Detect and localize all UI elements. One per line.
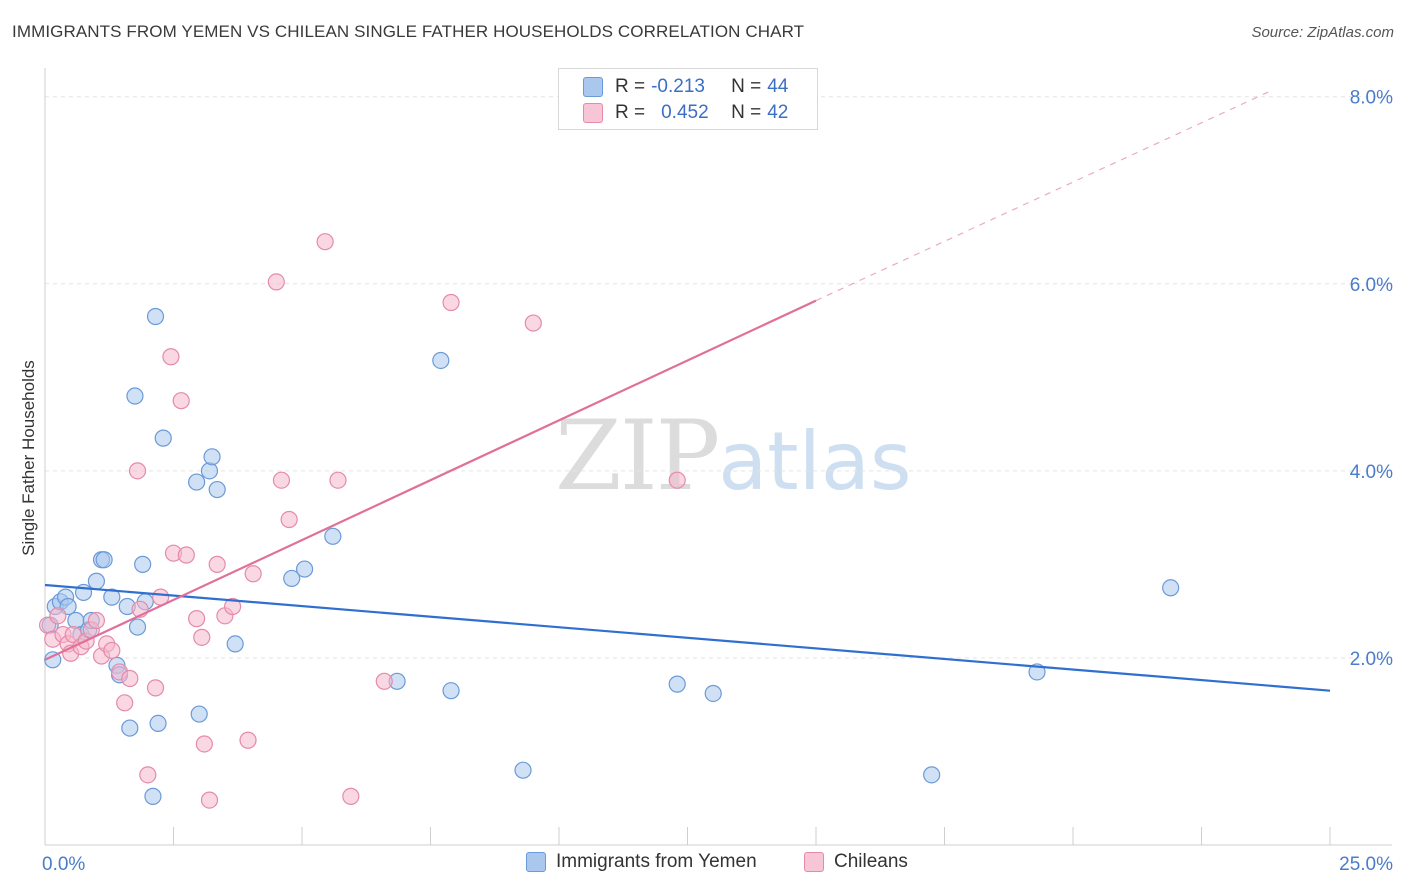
data-points <box>38 233 1180 809</box>
y-tick-label: 4.0% <box>1350 462 1393 483</box>
point-chileans <box>200 791 219 809</box>
legend-label-chileans: Chileans <box>834 851 908 872</box>
point-chileans <box>272 471 291 489</box>
point-yemen <box>95 551 113 569</box>
r-value: 0.452 <box>661 102 709 123</box>
point-yemen <box>146 307 165 326</box>
point-yemen <box>668 675 686 693</box>
n-value: 42 <box>767 102 789 123</box>
y-tick-label: 6.0% <box>1350 275 1393 296</box>
point-yemen <box>144 787 162 805</box>
point-chileans <box>208 555 226 573</box>
point-chileans <box>103 641 121 660</box>
point-chileans <box>668 471 686 489</box>
legend-label-yemen: Immigrants from Yemen <box>556 851 757 872</box>
watermark: ZIPatlas <box>555 400 912 512</box>
point-chileans <box>375 672 393 690</box>
point-chileans <box>524 314 542 332</box>
point-chileans <box>172 392 190 410</box>
point-chileans <box>195 735 213 753</box>
legend-swatch-chileans <box>804 852 824 872</box>
point-chileans <box>267 273 285 291</box>
point-chileans <box>162 348 180 366</box>
point-yemen <box>188 473 206 491</box>
r-label: R = <box>615 76 646 97</box>
point-yemen <box>134 555 152 573</box>
point-yemen <box>200 462 219 480</box>
n-value: 44 <box>767 76 789 97</box>
axes <box>44 68 1392 846</box>
point-chileans <box>128 462 147 480</box>
point-yemen <box>154 429 172 447</box>
legend-swatch-yemen <box>526 852 546 872</box>
trend-line-yemen <box>44 583 1331 692</box>
point-chileans <box>121 669 139 688</box>
point-chileans <box>442 293 460 312</box>
y-tick-label: 8.0% <box>1350 88 1393 109</box>
point-yemen <box>149 714 167 733</box>
legend-item-chileans[interactable]: Chileans <box>804 851 908 873</box>
point-chileans <box>329 471 347 489</box>
point-chileans <box>146 679 165 697</box>
point-yemen <box>87 572 106 590</box>
x-tick-label: 0.0% <box>42 854 85 875</box>
point-yemen <box>514 761 532 779</box>
point-yemen <box>442 682 460 700</box>
legend-item-yemen[interactable]: Immigrants from Yemen <box>526 851 757 873</box>
point-chileans <box>116 694 134 712</box>
trend-line-chileans <box>44 299 817 661</box>
point-yemen <box>324 527 342 545</box>
point-yemen <box>103 588 121 606</box>
point-yemen <box>226 635 244 653</box>
point-yemen <box>208 480 226 499</box>
point-chileans <box>87 611 106 630</box>
source-credit: Source: ZipAtlas.com <box>1251 24 1394 41</box>
swatch-chileans <box>583 103 603 123</box>
point-yemen <box>203 448 221 466</box>
swatch-yemen <box>583 77 603 97</box>
x-tick-label: 25.0% <box>1339 854 1393 875</box>
point-yemen <box>44 651 62 669</box>
point-yemen <box>283 569 301 588</box>
tick-labels: 2.0% 4.0% 6.0% 8.0% 0.0% 25.0% <box>42 88 1393 875</box>
trend-lines <box>44 91 1331 692</box>
point-chileans <box>239 731 257 749</box>
point-chileans <box>188 610 206 628</box>
point-chileans <box>193 628 211 646</box>
point-chileans <box>244 565 262 583</box>
chart-title: IMMIGRANTS FROM YEMEN VS CHILEAN SINGLE … <box>12 22 805 41</box>
point-chileans <box>177 546 195 564</box>
point-yemen <box>190 705 208 723</box>
point-chileans <box>49 607 67 625</box>
point-yemen <box>295 560 314 578</box>
series-legend: Immigrants from Yemen Chileans <box>0 851 1406 881</box>
n-label: N = <box>731 102 762 123</box>
trend-line-chileans-extension <box>815 91 1269 302</box>
stats-row-chileans: R = 0.452 N = 42 <box>583 99 788 127</box>
n-label: N = <box>731 76 762 97</box>
watermark-atlas: atlas <box>718 415 912 508</box>
watermark-zip: ZIP <box>555 400 720 512</box>
point-chileans <box>139 766 157 784</box>
point-yemen <box>1162 579 1180 597</box>
point-yemen <box>121 719 139 737</box>
point-yemen <box>432 351 450 370</box>
point-yemen <box>126 387 144 405</box>
r-value: -0.213 <box>651 76 705 97</box>
point-chileans <box>280 510 298 529</box>
y-axis-label: Single Father Households <box>19 360 38 556</box>
y-tick-label: 2.0% <box>1350 649 1393 670</box>
stats-row-yemen: R = -0.213 N = 44 <box>583 73 788 101</box>
point-yemen <box>923 766 941 784</box>
point-chileans <box>342 787 360 805</box>
point-chileans <box>224 597 242 616</box>
point-chileans <box>316 233 334 251</box>
stats-legend: R = -0.213 N = 44 R = 0.452 N = 42 <box>558 68 818 130</box>
point-yemen <box>704 684 722 703</box>
point-yemen <box>128 618 147 636</box>
r-label: R = <box>615 102 646 123</box>
